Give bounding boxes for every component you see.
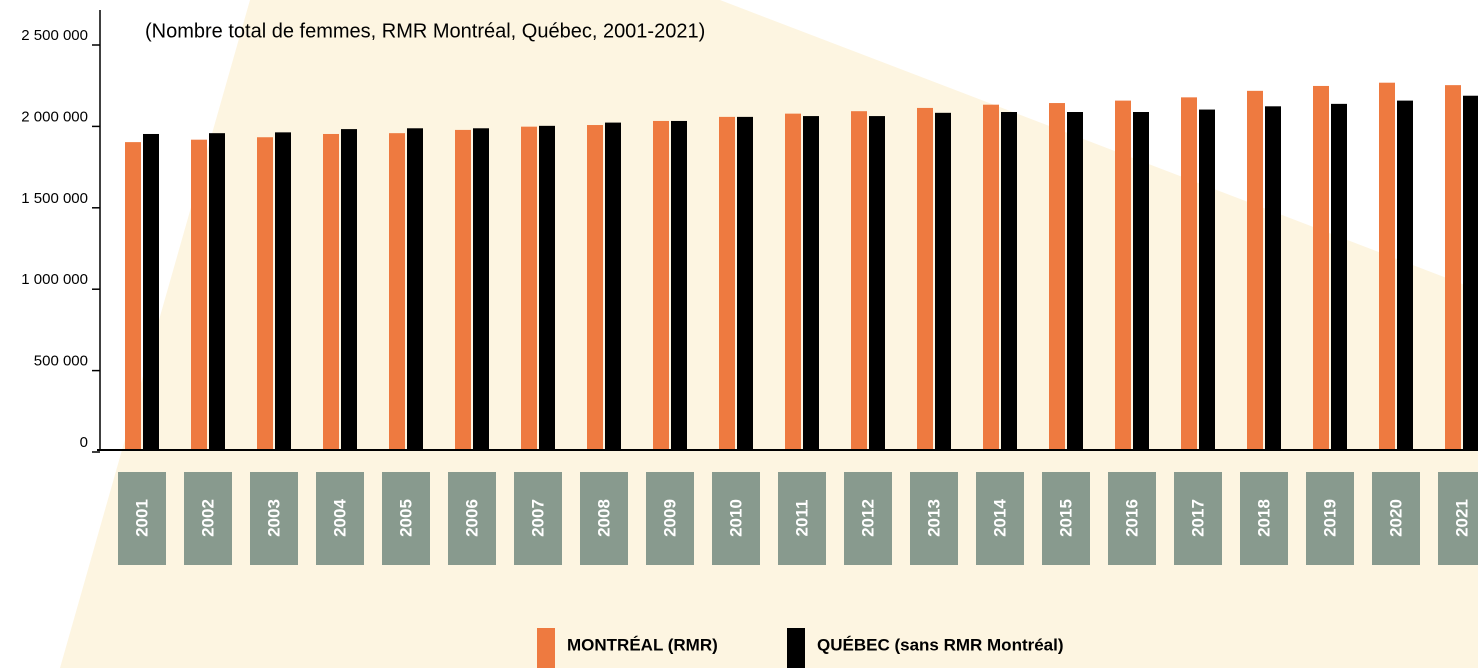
bar <box>455 129 471 450</box>
bar <box>1133 112 1149 449</box>
x-tick-label: 2011 <box>792 500 811 537</box>
x-tick-label: 2020 <box>1386 499 1405 537</box>
bar <box>737 116 753 449</box>
category-box <box>1108 472 1156 565</box>
bar <box>935 112 951 450</box>
category-box <box>1306 472 1354 565</box>
category-box <box>778 472 826 565</box>
y-tick-label: 2 000 000 <box>21 108 88 125</box>
bar <box>389 133 405 449</box>
bar <box>851 111 867 449</box>
x-tick-label: 2010 <box>726 499 745 537</box>
category-box <box>1174 472 1222 565</box>
x-tick-label: 2008 <box>594 499 613 537</box>
category-box <box>250 472 298 565</box>
x-tick-label: 2018 <box>1254 499 1273 537</box>
category-box <box>514 472 562 565</box>
bar <box>869 116 885 449</box>
category-box <box>976 472 1024 565</box>
x-tick-label: 2019 <box>1320 499 1339 537</box>
x-tick-label: 2015 <box>1056 499 1075 537</box>
category-box <box>910 472 958 565</box>
x-tick-label: 2005 <box>396 499 415 537</box>
bar <box>191 139 207 449</box>
x-tick-label: 2017 <box>1188 499 1207 537</box>
bar <box>275 132 291 449</box>
bar <box>323 133 339 449</box>
x-tick-label: 2007 <box>528 499 547 537</box>
bar <box>917 107 933 450</box>
x-tick-label: 2014 <box>990 499 1009 537</box>
bar <box>1247 90 1263 449</box>
bar <box>719 116 735 449</box>
category-box <box>1240 472 1288 565</box>
bar <box>1463 95 1478 449</box>
x-tick-label: 2002 <box>198 499 217 537</box>
bar <box>1379 82 1395 449</box>
bar <box>803 116 819 449</box>
bar <box>785 113 801 449</box>
bar <box>143 133 159 449</box>
bar <box>1265 106 1281 449</box>
bar <box>1313 85 1329 450</box>
x-tick-label: 2009 <box>660 499 679 537</box>
bar <box>653 120 669 449</box>
legend-label: QUÉBEC (sans RMR Montréal) <box>817 635 1064 654</box>
category-box <box>1438 472 1478 565</box>
legend-swatch <box>537 628 555 668</box>
category-box <box>184 472 232 565</box>
bar <box>1181 97 1197 450</box>
bar <box>473 128 489 449</box>
legend-swatch <box>787 628 805 668</box>
x-tick-label: 2012 <box>858 499 877 537</box>
y-tick-label: 1 000 000 <box>21 271 88 288</box>
category-box <box>844 472 892 565</box>
bar <box>341 129 357 449</box>
y-tick-label: 1 500 000 <box>21 190 88 207</box>
x-tick-label: 2006 <box>462 499 481 537</box>
y-tick-label: 500 000 <box>34 353 88 370</box>
category-box <box>118 472 166 565</box>
chart-title: (Nombre total de femmes, RMR Montréal, Q… <box>145 20 705 42</box>
bar <box>209 133 225 449</box>
bar <box>1067 112 1083 449</box>
bar <box>605 122 621 449</box>
category-box <box>712 472 760 565</box>
category-box <box>382 472 430 565</box>
x-tick-label: 2021 <box>1452 499 1471 537</box>
bar <box>1001 112 1017 449</box>
x-tick-label: 2001 <box>132 499 151 537</box>
bar <box>521 126 537 449</box>
bar <box>1115 100 1131 449</box>
bar <box>1199 109 1215 449</box>
y-tick-label: 2 500 000 <box>21 27 88 44</box>
bar <box>1397 100 1413 449</box>
category-box <box>1042 472 1090 565</box>
category-box <box>448 472 496 565</box>
category-box <box>316 472 364 565</box>
legend-label: MONTRÉAL (RMR) <box>567 635 718 654</box>
x-tick-label: 2004 <box>330 499 349 537</box>
bar <box>587 125 603 449</box>
category-box <box>580 472 628 565</box>
bar <box>1049 103 1065 450</box>
category-box <box>646 472 694 565</box>
bar <box>1331 103 1347 449</box>
y-tick-label: 0 <box>80 434 88 451</box>
bar <box>539 125 555 449</box>
bar <box>407 128 423 449</box>
bar <box>125 142 141 449</box>
category-box <box>1372 472 1420 565</box>
x-tick-label: 2003 <box>264 499 283 537</box>
x-tick-label: 2013 <box>924 499 943 537</box>
bar <box>983 104 999 449</box>
bar <box>1445 85 1461 449</box>
x-tick-label: 2016 <box>1122 499 1141 537</box>
bar <box>257 137 273 449</box>
bar <box>671 120 687 449</box>
